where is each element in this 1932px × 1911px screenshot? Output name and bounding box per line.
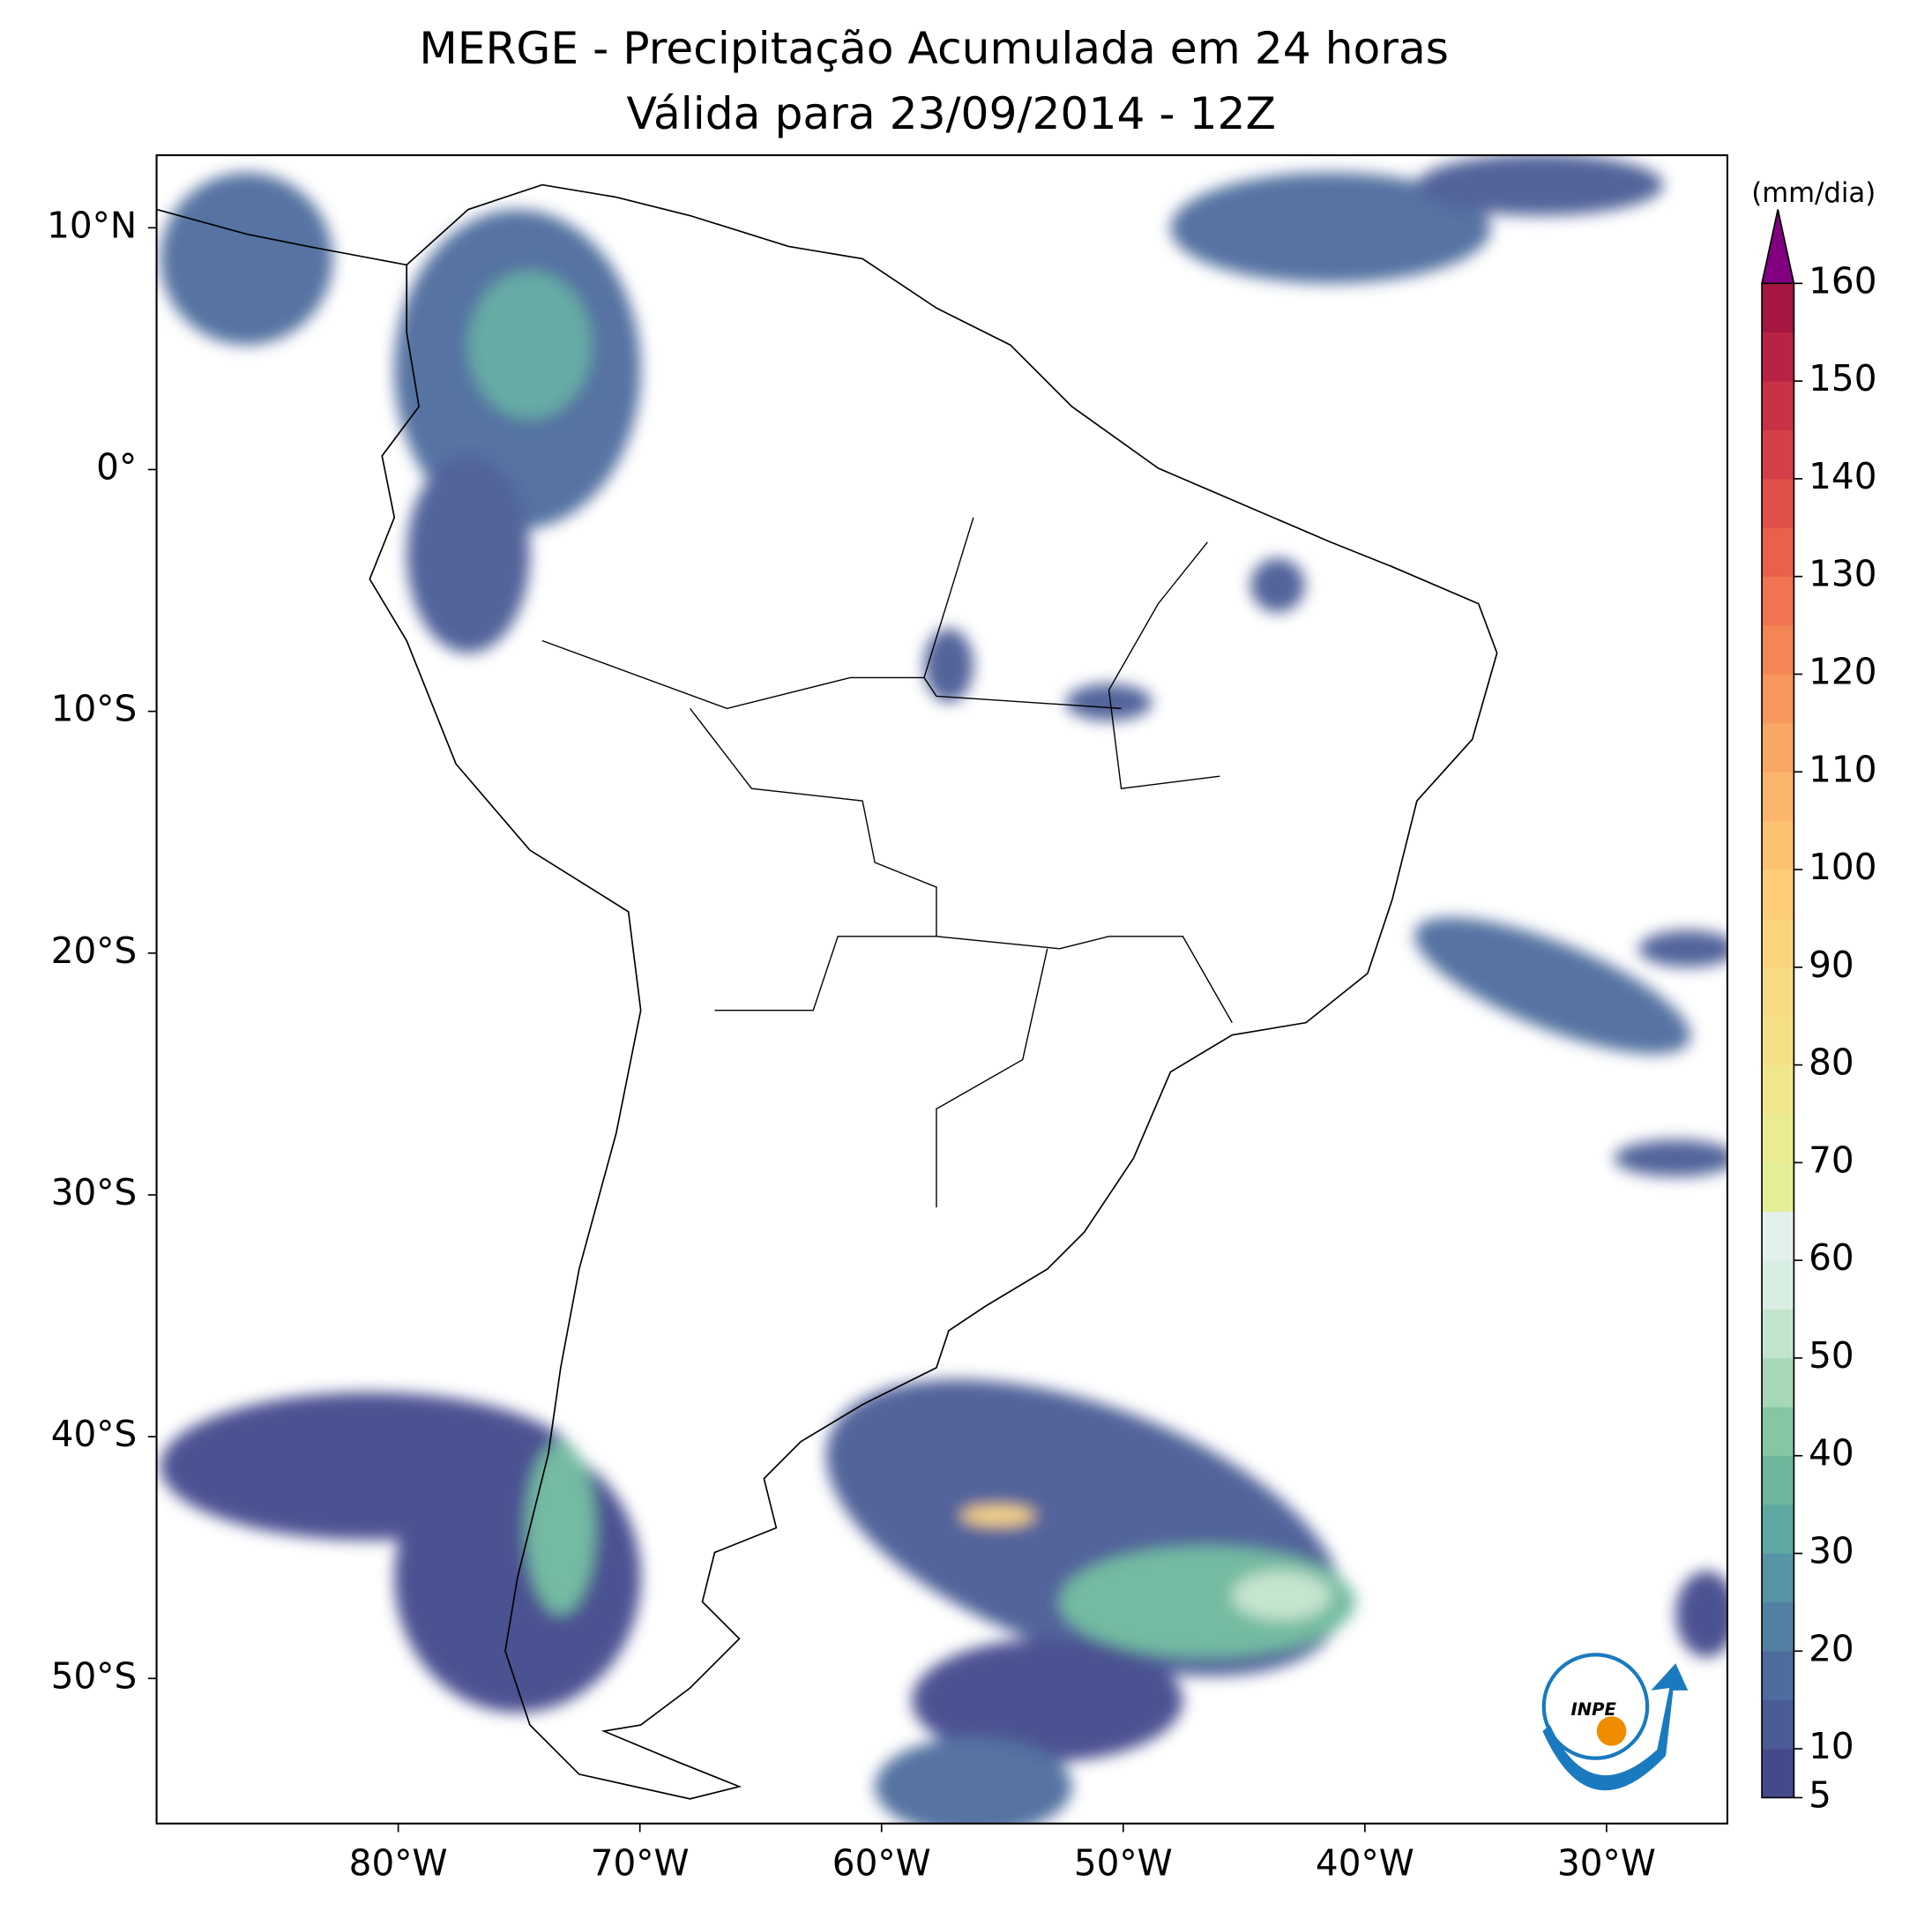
colorbar-tick-label: 140 (1809, 455, 1876, 497)
colorbar-band (1761, 624, 1794, 675)
x-tick-label: 30°W (1557, 1841, 1656, 1884)
svg-text:INPE: INPE (1571, 1699, 1617, 1720)
colorbar-tick-label: 100 (1809, 846, 1876, 888)
colorbar-tick-label: 60 (1809, 1236, 1854, 1279)
y-tick-label: 40°S (51, 1413, 137, 1455)
x-tick-label: 60°W (832, 1841, 931, 1884)
colorbar-extend (1761, 209, 1795, 285)
colorbar-tick-label: 120 (1809, 650, 1876, 692)
colorbar-tick-label: 40 (1809, 1432, 1854, 1474)
colorbar-band (1761, 1748, 1794, 1798)
colorbar-band (1761, 1504, 1794, 1554)
colorbar-band (1761, 1113, 1794, 1163)
colorbar-band (1761, 722, 1794, 773)
chart-title: MERGE - Precipitação Acumulada em 24 hor… (419, 22, 1449, 74)
colorbar-band (1761, 429, 1794, 480)
colorbar-tick-label: 130 (1809, 553, 1876, 595)
colorbar-band (1761, 332, 1794, 382)
x-tick-label: 40°W (1316, 1841, 1414, 1884)
colorbar-tick-label: 50 (1809, 1334, 1854, 1377)
y-tick-label: 20°S (51, 929, 137, 972)
colorbar-band (1761, 1015, 1794, 1065)
colorbar-tick-label: 10 (1809, 1725, 1854, 1767)
x-tick-label: 70°W (591, 1841, 690, 1884)
precipitation-field (156, 155, 1727, 1824)
colorbar-tick-label: 150 (1809, 357, 1876, 399)
colorbar-label: (mm/dia) (1751, 177, 1876, 209)
colorbar-band (1761, 478, 1794, 528)
colorbar-band (1761, 1406, 1794, 1457)
colorbar-band (1761, 1650, 1794, 1701)
x-tick-label: 50°W (1074, 1841, 1173, 1884)
colorbar-band (1761, 526, 1794, 578)
y-tick-label: 10°S (51, 688, 137, 730)
x-tick-label: 80°W (349, 1841, 448, 1884)
colorbar-tick-label: 80 (1809, 1041, 1854, 1084)
colorbar-band (1761, 1553, 1794, 1603)
colorbar-band (1761, 820, 1794, 870)
colorbar-band (1761, 1699, 1794, 1750)
colorbar-band (1761, 1357, 1794, 1407)
colorbar-band (1761, 1601, 1794, 1652)
inpe-logo: INPE (1541, 1653, 1689, 1791)
colorbar-tick-label: 5 (1809, 1773, 1831, 1816)
colorbar-band (1761, 282, 1794, 333)
colorbar-tick-label: 30 (1809, 1530, 1854, 1572)
colorbar-tick-label: 90 (1809, 944, 1854, 986)
colorbar-band (1761, 918, 1794, 968)
colorbar-tick-label: 70 (1809, 1138, 1854, 1181)
colorbar-tick-label: 110 (1809, 748, 1876, 790)
y-tick-label: 10°N (47, 204, 137, 246)
colorbar-band (1761, 1455, 1794, 1505)
colorbar-band (1761, 967, 1794, 1017)
colorbar-frame (1761, 283, 1795, 1799)
colorbar-band (1761, 1162, 1794, 1213)
colorbar-band (1761, 1259, 1794, 1310)
colorbar-tick-label: 20 (1809, 1627, 1854, 1669)
colorbar-band (1761, 1211, 1794, 1261)
borders (541, 517, 1233, 1208)
coastline (156, 183, 1498, 1800)
colorbar-band (1761, 1309, 1794, 1359)
y-tick-label: 30°S (51, 1171, 137, 1213)
colorbar-band (1761, 1064, 1794, 1115)
colorbar-band (1761, 771, 1794, 821)
colorbar-band (1761, 576, 1794, 626)
map-frame (155, 153, 1728, 1825)
colorbar-tick-label: 160 (1809, 259, 1876, 302)
colorbar-band (1761, 674, 1794, 724)
chart-subtitle: Válida para 23/09/2014 - 12Z (626, 87, 1276, 139)
y-tick-label: 50°S (51, 1654, 137, 1697)
colorbar-band (1761, 380, 1794, 430)
y-tick-label: 0° (96, 445, 137, 488)
colorbar-band (1761, 869, 1794, 919)
